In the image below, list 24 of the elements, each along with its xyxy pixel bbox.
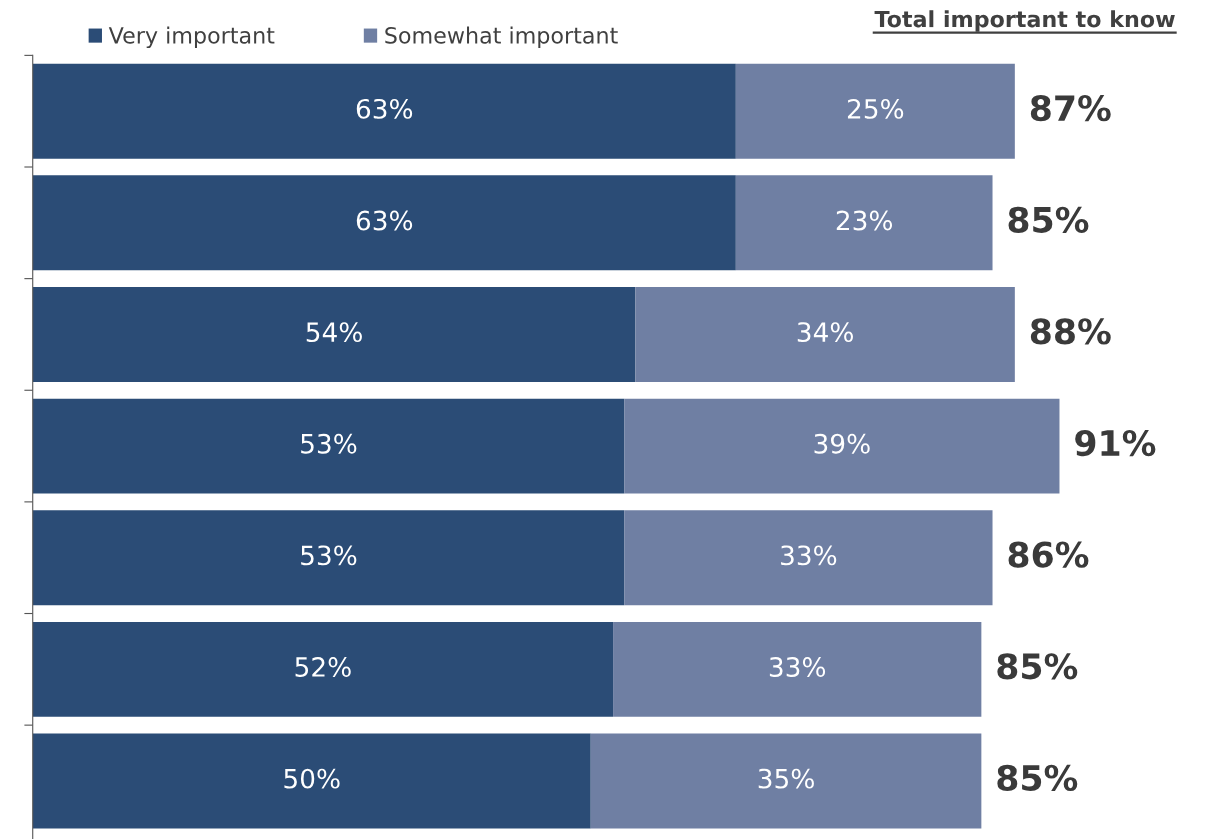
data-label: 39% [814,433,870,454]
total-label: 87% [1030,95,1111,122]
total-label: 85% [997,653,1078,680]
data-label: 63% [356,98,413,119]
data-label: 25% [847,98,904,119]
text: Total important to know [874,10,1175,32]
data-label: 53% [301,433,357,454]
data-label: 33% [769,657,826,677]
legend-label: Somewhat important [385,26,618,49]
data-label: 23% [836,210,893,231]
total-label: 88% [1030,318,1111,345]
data-label: 35% [758,768,814,789]
data-label: 54% [306,322,362,343]
total-label: 85% [1008,206,1089,233]
data-label: 33% [781,545,837,566]
data-label: 34% [797,322,853,343]
data-label: 53% [301,545,357,566]
data-label: 50% [284,768,340,789]
data-label: 63% [356,210,413,231]
data-label: 52% [295,657,351,677]
total-label: 91% [1075,429,1156,457]
legend-label: Very important [108,26,275,49]
total-label: 86% [1008,541,1089,568]
total-label: 85% [997,764,1078,792]
